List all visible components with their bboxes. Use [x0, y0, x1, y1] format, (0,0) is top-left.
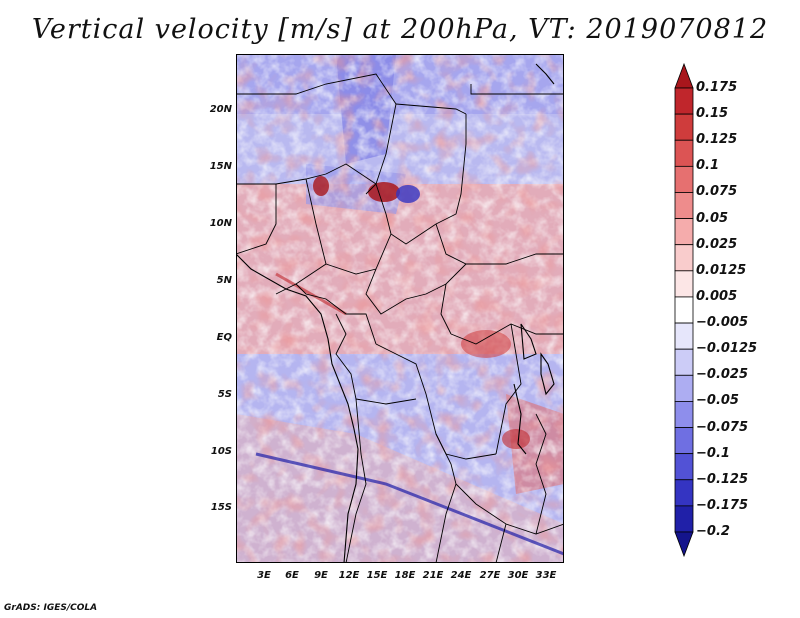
- lat-label: 10S: [210, 446, 232, 457]
- colorbar-label: −0.075: [696, 419, 749, 435]
- colorbar-segment: [674, 531, 694, 558]
- colorbar-segment: [674, 270, 694, 298]
- colorbar-segment: [674, 479, 694, 507]
- colorbar-label: −0.025: [696, 367, 749, 383]
- lon-label: 12E: [338, 570, 360, 581]
- colorbar-label: 0.1: [696, 158, 720, 174]
- colorbar-segments: [674, 62, 694, 558]
- lon-label: 24E: [450, 570, 472, 581]
- colorbar-label: −0.05: [696, 393, 739, 409]
- colorbar-segment: [674, 165, 694, 193]
- colorbar-segment: [674, 113, 694, 141]
- coastlines: [236, 63, 555, 563]
- colorbar-segment: [674, 322, 694, 350]
- colorbar-label: 0.175: [696, 80, 738, 95]
- lon-label: 21E: [422, 570, 444, 581]
- colorbar-segment: [674, 427, 694, 455]
- colorbar-label: −0.0125: [696, 341, 758, 357]
- colorbar-label: 0.125: [696, 132, 738, 148]
- lon-label: 15E: [366, 570, 388, 581]
- lon-label: 33E: [535, 570, 557, 581]
- lon-label: 27E: [479, 570, 501, 581]
- colorbar-segment: [674, 62, 694, 89]
- colorbar-label: −0.125: [696, 471, 749, 487]
- colorbar-label: 0.025: [696, 236, 738, 252]
- colorbar-segment: [674, 348, 694, 376]
- map-frame: [236, 54, 564, 563]
- colorbar-segment: [674, 244, 694, 272]
- colorbar-segment: [674, 505, 694, 533]
- colorbar-segment: [674, 218, 694, 246]
- colorbar-segment: [674, 192, 694, 219]
- colorbar-segment: [674, 87, 694, 115]
- lat-label: 20N: [209, 104, 232, 115]
- lat-label: 15S: [210, 502, 232, 513]
- vertical-velocity-map: [236, 54, 564, 563]
- lon-label: 30E: [507, 570, 529, 581]
- colorbar-label: −0.005: [696, 315, 749, 331]
- map-title: Vertical velocity [m/s] at 200hPa, VT: 2…: [31, 14, 769, 45]
- grads-credit: GrADS: IGES/COLA: [4, 603, 98, 613]
- colorbar-segment: [674, 453, 694, 481]
- colorbar-segment: [674, 296, 694, 324]
- lon-label: 9E: [314, 570, 328, 581]
- colorbar-label: 0.005: [696, 288, 738, 304]
- colorbar: [674, 62, 694, 558]
- colorbar-label: 0.15: [696, 106, 729, 122]
- colorbar-segment: [674, 374, 694, 402]
- lon-label: 3E: [257, 570, 271, 581]
- field-texture-red: [236, 54, 564, 563]
- colorbar-label: 0.0125: [696, 262, 747, 278]
- colorbar-segment: [674, 139, 694, 167]
- colorbar-label: −0.1: [696, 445, 730, 461]
- country-boundaries: [236, 73, 564, 563]
- colorbar-segment: [674, 401, 694, 428]
- lat-label: 10N: [209, 218, 232, 229]
- lat-label: EQ: [216, 332, 232, 343]
- colorbar-label: −0.2: [696, 524, 730, 539]
- lat-label: 5N: [216, 275, 232, 286]
- lon-label: 6E: [285, 570, 299, 581]
- colorbar-label: −0.175: [696, 497, 749, 513]
- colorbar-label: 0.05: [696, 210, 729, 226]
- lat-label: 5S: [217, 389, 232, 400]
- colorbar-label: 0.075: [696, 184, 738, 200]
- lat-label: 15N: [209, 161, 232, 172]
- lon-label: 18E: [394, 570, 416, 581]
